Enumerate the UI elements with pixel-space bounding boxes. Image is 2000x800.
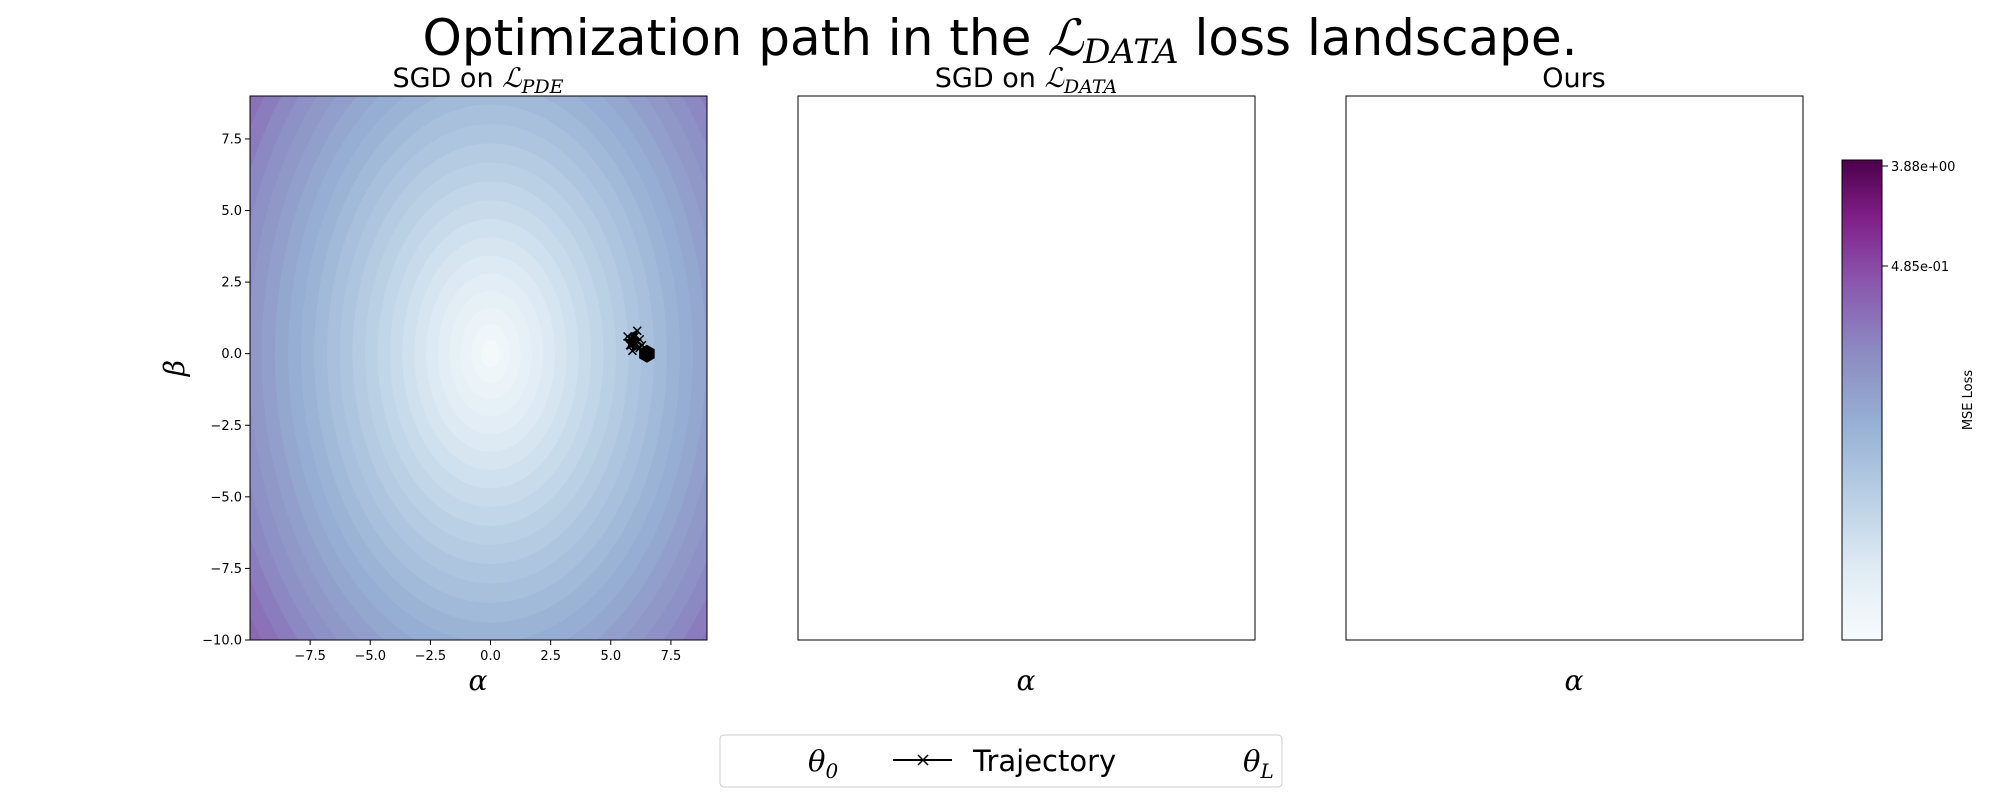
colorbar-gradient xyxy=(1841,159,1883,641)
y-tick-label: −10.0 xyxy=(202,634,242,649)
legend-label-thetaL: θL xyxy=(1243,744,1274,783)
trajectory-point xyxy=(632,326,642,336)
plot-frame xyxy=(249,95,708,641)
x-tick-label: 7.5 xyxy=(661,649,682,664)
x-axis-label: α xyxy=(1017,664,1036,697)
trajectory-sgd-pde xyxy=(622,326,655,363)
start-marker-theta0 xyxy=(639,344,655,363)
colorbar-tick-label-max: 3.88e+00 xyxy=(1891,160,1955,175)
colorbar: 3.88e+00 4.85e-01 MSE Loss xyxy=(1841,159,1976,641)
loss-contour-sgd-pde xyxy=(250,96,707,640)
y-axis-ticks: 7.5 5.0 2.5 0.0 −2.5 −5.0 −7.5 −10.0 xyxy=(202,132,250,649)
legend-x-marker xyxy=(917,754,929,766)
panel-ours: Ours α xyxy=(1345,63,1804,697)
x-axis-label: α xyxy=(1565,664,1584,697)
x-tick-label: 2.5 xyxy=(540,649,561,664)
x-axis-label: α xyxy=(469,664,488,697)
colorbar-label: MSE Loss xyxy=(1961,370,1976,431)
x-tick-label: 0.0 xyxy=(480,649,501,664)
x-tick-label: 5.0 xyxy=(600,649,621,664)
panel-title-sgd-pde: SGD on ℒPDE xyxy=(393,63,564,98)
contour-level xyxy=(489,352,492,355)
y-tick-label: −2.5 xyxy=(210,419,242,434)
legend-frame xyxy=(719,734,1283,788)
colorbar-tick-label-mid: 4.85e-01 xyxy=(1891,260,1949,275)
panel-title-sgd-data: SGD on ℒDATA xyxy=(935,63,1117,98)
panel-sgd-pde: SGD on ℒPDE −7.5 −5.0 −2.5 0.0 2.5 5.0 7.5 7.5… xyxy=(158,63,708,697)
y-axis-label: β xyxy=(158,360,191,377)
y-tick-label: 5.0 xyxy=(221,204,242,219)
x-axis-ticks: −7.5 −5.0 −2.5 0.0 2.5 5.0 7.5 xyxy=(294,640,681,664)
panel-sgd-data: SGD on ℒDATA α xyxy=(797,63,1256,697)
legend-label-theta0: θ0 xyxy=(808,744,838,783)
y-tick-label: −5.0 xyxy=(210,490,242,505)
y-tick-label: 0.0 xyxy=(221,347,242,362)
x-tick-label: −5.0 xyxy=(354,649,386,664)
y-tick-label: 2.5 xyxy=(221,276,242,291)
x-tick-label: −2.5 xyxy=(415,649,447,664)
panel-title-ours: Ours xyxy=(1542,63,1606,94)
y-tick-label: 7.5 xyxy=(221,132,242,147)
end-marker-thetaL xyxy=(622,332,642,351)
y-tick-label: −7.5 xyxy=(210,562,242,577)
figure-title: Optimization path in the ℒDATA loss land… xyxy=(423,9,1578,72)
x-tick-label: −7.5 xyxy=(294,649,326,664)
plot-frame xyxy=(1345,95,1804,641)
plot-frame xyxy=(797,95,1256,641)
legend: θ0 Trajectory θL xyxy=(719,734,1283,788)
legend-label-trajectory: Trajectory xyxy=(972,744,1116,778)
